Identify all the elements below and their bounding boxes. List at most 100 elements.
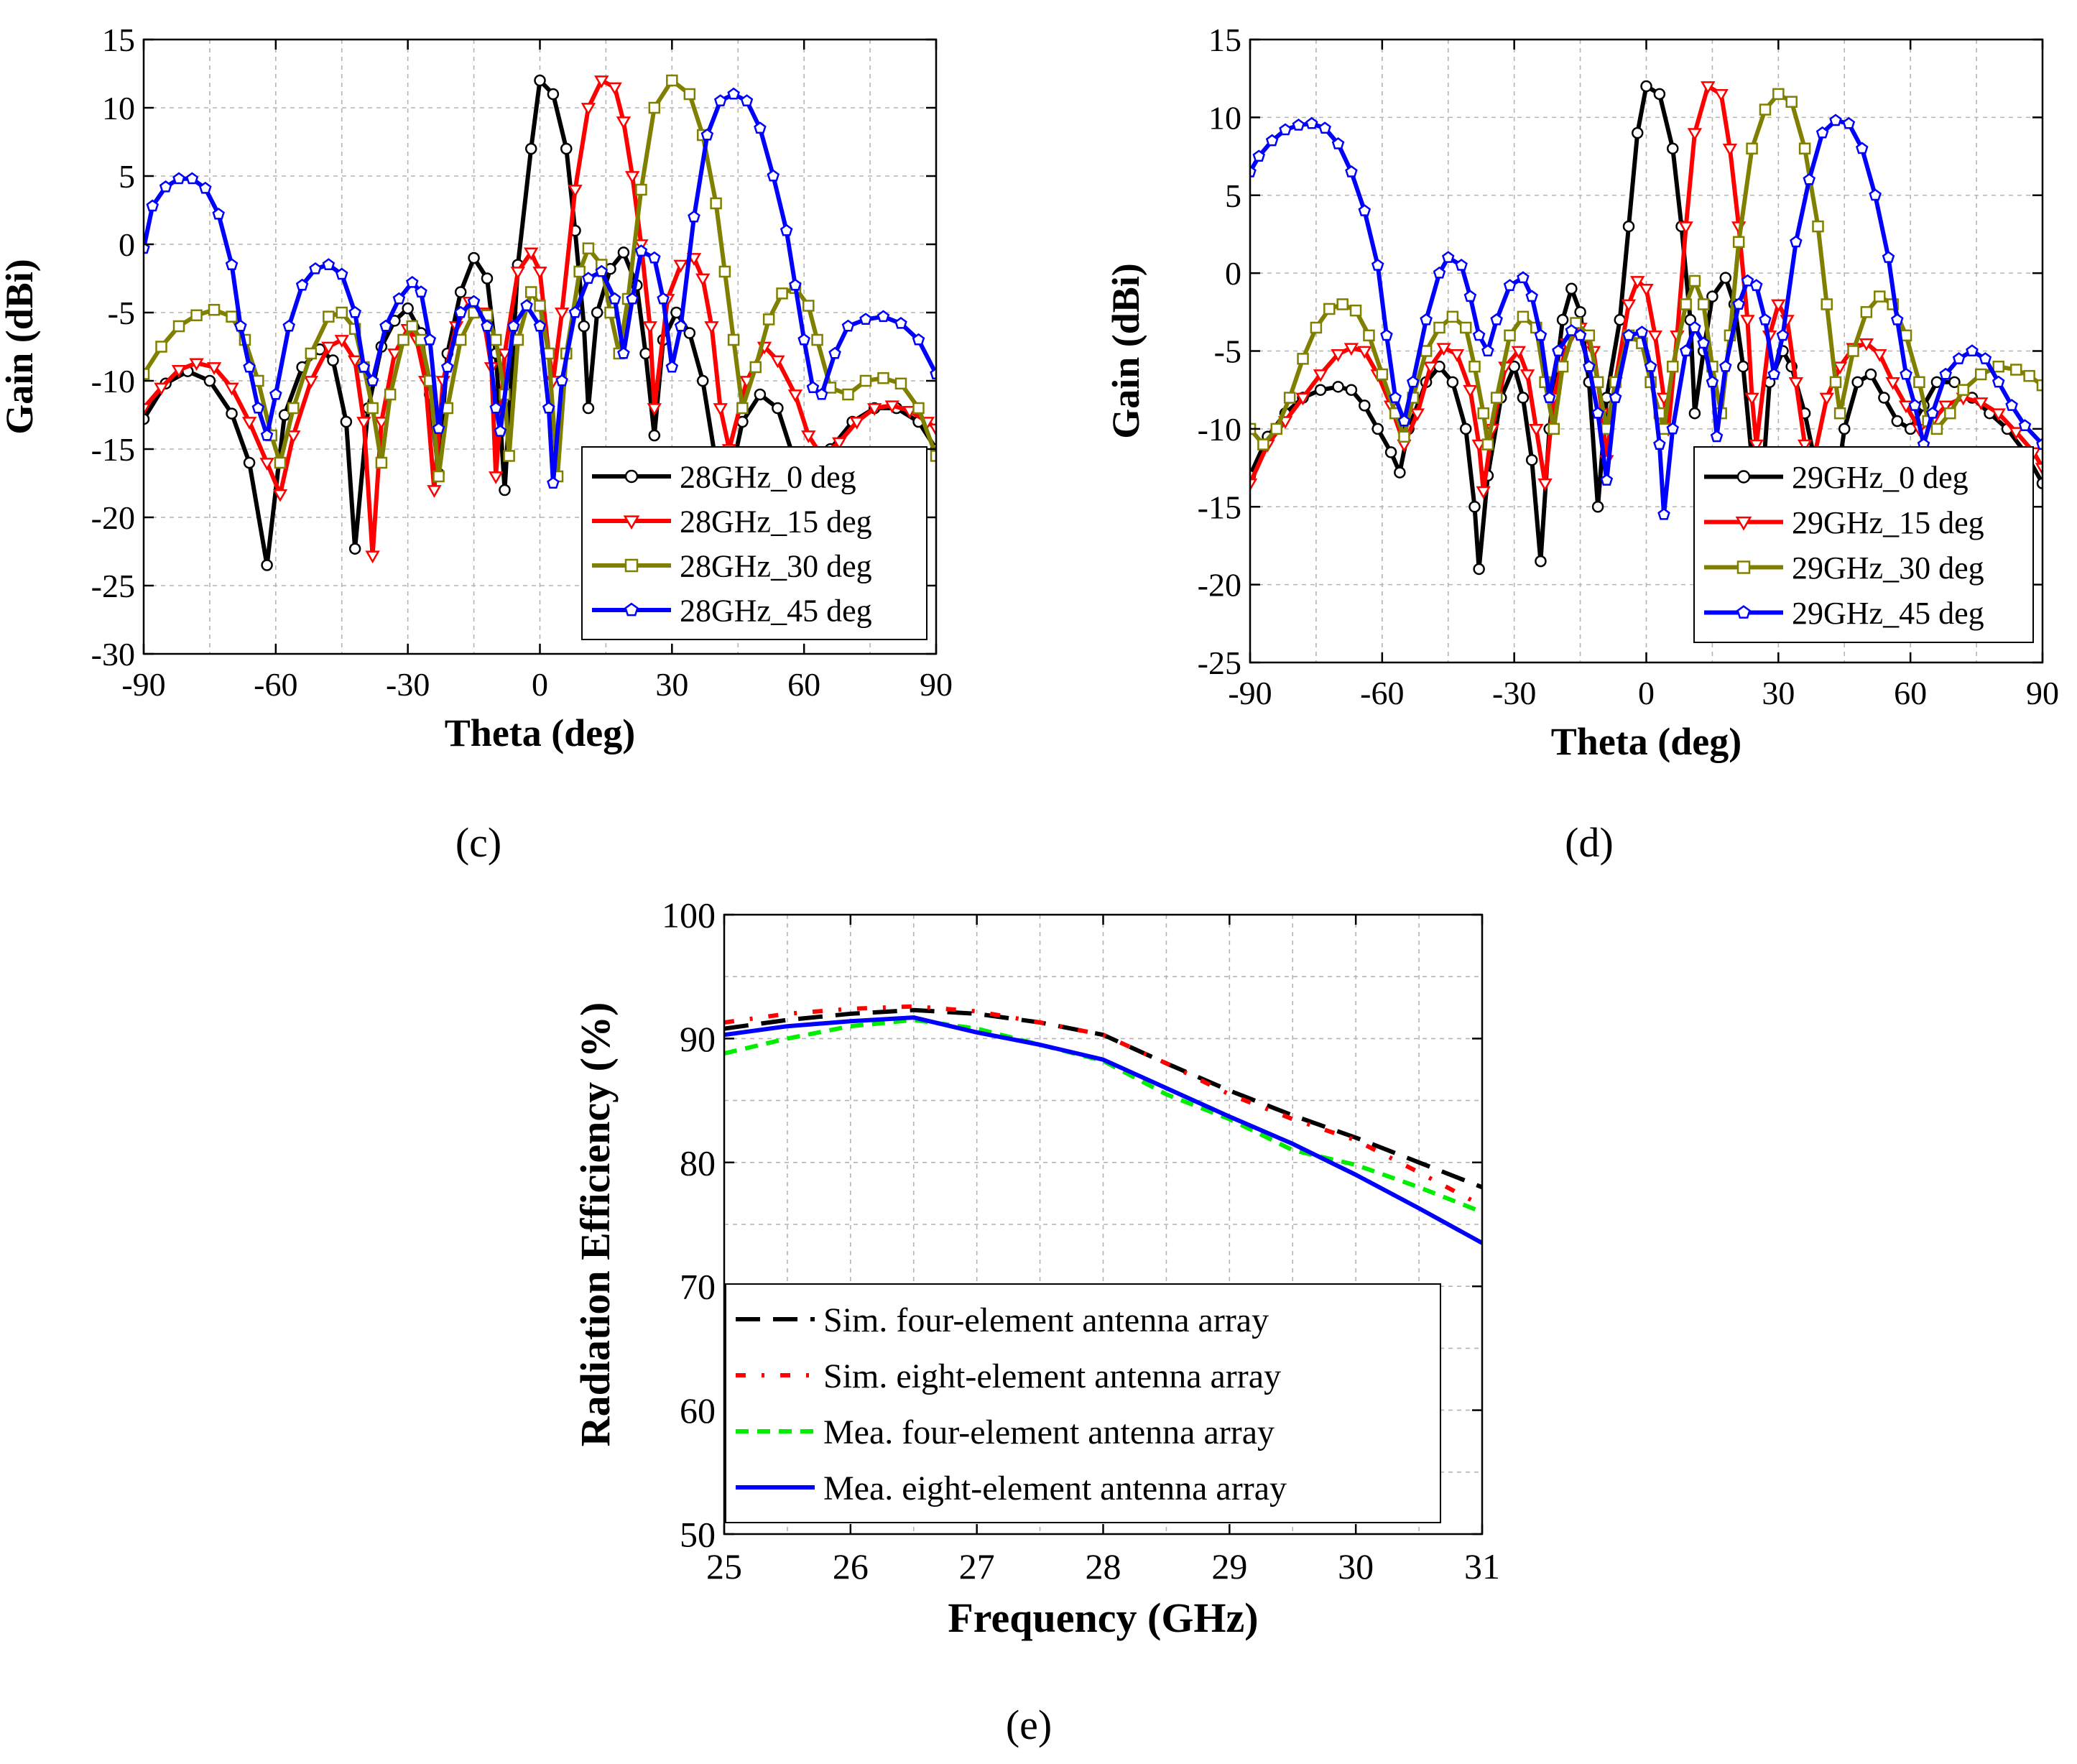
data-point bbox=[321, 341, 336, 355]
data-point bbox=[1517, 392, 1530, 404]
x-tick-label: -30 bbox=[386, 666, 430, 703]
data-point bbox=[1788, 377, 1804, 390]
data-point bbox=[595, 264, 609, 277]
data-point bbox=[635, 183, 647, 196]
data-point bbox=[1891, 415, 1904, 428]
data-point bbox=[1349, 304, 1362, 317]
y-tick-label: -15 bbox=[1198, 489, 1241, 525]
data-point bbox=[172, 172, 185, 185]
data-point bbox=[1436, 343, 1451, 356]
y-tick-label: -5 bbox=[1214, 333, 1241, 370]
data-point bbox=[1803, 172, 1816, 185]
data-point bbox=[274, 456, 287, 469]
data-point bbox=[547, 88, 560, 101]
data-point bbox=[624, 171, 640, 184]
data-point bbox=[673, 259, 688, 273]
data-point bbox=[1591, 406, 1604, 419]
x-tick-label: -90 bbox=[121, 666, 165, 703]
data-point bbox=[366, 374, 379, 387]
data-point bbox=[1460, 321, 1472, 334]
panel-e: 25 26 27 28 29 30 31 100 90 80 70 60 50 Frequency (GH… bbox=[572, 895, 1500, 1749]
legend-marker bbox=[624, 602, 639, 617]
data-point bbox=[1380, 328, 1393, 341]
data-point bbox=[1332, 381, 1344, 393]
data-point bbox=[397, 333, 410, 346]
data-point bbox=[534, 74, 546, 87]
data-point bbox=[144, 403, 152, 416]
data-point bbox=[1537, 478, 1553, 491]
data-point bbox=[1732, 297, 1745, 310]
data-point bbox=[374, 417, 389, 430]
data-point bbox=[384, 388, 397, 401]
data-point bbox=[468, 251, 480, 264]
data-point bbox=[815, 387, 828, 400]
data-point bbox=[269, 387, 282, 400]
data-point bbox=[1297, 353, 1309, 365]
data-point bbox=[776, 287, 788, 300]
data-point bbox=[1710, 430, 1724, 443]
data-point bbox=[1517, 310, 1530, 323]
data-point bbox=[749, 361, 762, 374]
data-point bbox=[1667, 142, 1679, 154]
data-point bbox=[1944, 407, 1956, 420]
data-point bbox=[928, 423, 936, 437]
data-point bbox=[357, 360, 371, 373]
x-tick-label: -60 bbox=[1360, 675, 1404, 711]
data-point bbox=[356, 417, 371, 430]
data-point bbox=[1926, 406, 1939, 419]
data-point bbox=[241, 417, 257, 430]
data-point bbox=[1639, 283, 1654, 297]
data-point bbox=[1468, 501, 1481, 513]
data-point bbox=[1744, 392, 1759, 406]
data-point bbox=[772, 402, 784, 415]
x-tick-label: -90 bbox=[1228, 675, 1272, 711]
data-point bbox=[1640, 80, 1652, 93]
data-point bbox=[1821, 298, 1833, 310]
data-point bbox=[454, 305, 467, 318]
data-point bbox=[740, 94, 754, 106]
y-tick-label: -10 bbox=[1198, 411, 1241, 448]
data-point bbox=[666, 74, 678, 87]
data-point bbox=[1318, 121, 1331, 134]
data-point bbox=[1991, 408, 2006, 422]
x-tick-label: 60 bbox=[787, 666, 820, 703]
data-point bbox=[1265, 134, 1279, 147]
x-tick-label: 26 bbox=[833, 1546, 869, 1587]
data-point bbox=[144, 241, 150, 254]
data-point bbox=[555, 374, 568, 387]
data-point bbox=[736, 402, 749, 415]
legend-marker bbox=[1735, 516, 1752, 531]
data-point bbox=[1697, 298, 1710, 310]
data-point bbox=[1900, 329, 1912, 342]
data-point bbox=[1948, 376, 1961, 389]
data-point bbox=[1476, 486, 1491, 499]
data-point bbox=[1979, 352, 1992, 364]
data-point bbox=[1798, 142, 1811, 154]
data-point bbox=[1913, 376, 1925, 389]
data-point bbox=[1504, 329, 1516, 342]
data-point bbox=[634, 244, 648, 257]
y-tick-label: 100 bbox=[662, 895, 716, 936]
data-point bbox=[573, 265, 586, 278]
data-point bbox=[665, 360, 679, 373]
data-point bbox=[1697, 336, 1710, 349]
data-point bbox=[1890, 313, 1904, 325]
data-point bbox=[568, 305, 582, 318]
data-point bbox=[190, 309, 203, 322]
data-point bbox=[1535, 555, 1547, 568]
data-point bbox=[402, 303, 414, 315]
y-tick-label: -20 bbox=[1198, 567, 1241, 604]
data-point bbox=[1455, 259, 1468, 271]
data-point bbox=[1310, 321, 1323, 334]
data-point bbox=[648, 251, 661, 264]
data-point bbox=[607, 82, 622, 96]
data-point bbox=[604, 306, 616, 319]
data-point bbox=[1473, 563, 1485, 576]
y-tick-label: 5 bbox=[1225, 177, 1241, 214]
data-point bbox=[510, 267, 526, 280]
data-point bbox=[1398, 430, 1410, 443]
data-point bbox=[1446, 376, 1459, 389]
data-point bbox=[348, 542, 361, 555]
data-point bbox=[1477, 407, 1490, 420]
data-point bbox=[1376, 368, 1389, 381]
